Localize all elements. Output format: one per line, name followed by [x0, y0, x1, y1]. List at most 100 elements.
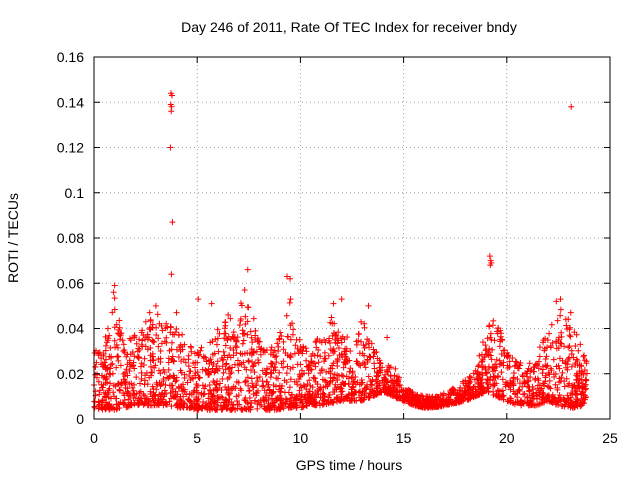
data-point	[145, 396, 152, 403]
data-point	[240, 330, 247, 337]
data-point	[325, 352, 332, 359]
data-point	[130, 390, 137, 397]
data-point	[330, 374, 337, 381]
data-point	[220, 356, 227, 363]
data-point	[310, 374, 317, 381]
data-point	[397, 394, 404, 401]
data-point	[546, 371, 553, 378]
data-point	[313, 338, 320, 345]
data-point	[330, 300, 337, 307]
data-point	[226, 374, 233, 381]
data-point	[557, 378, 564, 385]
data-point	[270, 351, 277, 358]
data-point	[321, 377, 328, 384]
data-point	[575, 379, 582, 386]
data-point	[280, 364, 287, 371]
x-tick-label: 5	[193, 430, 201, 446]
data-point	[335, 397, 342, 404]
data-point	[91, 404, 98, 411]
data-point	[408, 400, 415, 407]
data-point	[223, 335, 230, 342]
data-point	[286, 299, 293, 306]
data-point	[298, 391, 305, 398]
data-point	[151, 364, 158, 371]
data-point	[124, 351, 131, 358]
data-point	[382, 371, 389, 378]
data-point	[206, 360, 213, 367]
data-point	[290, 364, 297, 371]
data-point	[194, 359, 201, 366]
data-point	[488, 336, 495, 343]
data-point	[507, 397, 514, 404]
data-point	[442, 398, 449, 405]
data-point	[297, 361, 304, 368]
data-point	[199, 366, 206, 373]
data-point	[500, 347, 507, 354]
data-point	[108, 361, 115, 368]
data-point	[384, 334, 391, 341]
x-tick-label: 10	[293, 430, 309, 446]
data-point	[239, 327, 246, 334]
data-point	[141, 400, 148, 407]
data-point	[258, 345, 265, 352]
data-point	[253, 374, 260, 381]
data-point	[298, 367, 305, 374]
data-point	[252, 336, 259, 343]
data-point	[536, 353, 543, 360]
data-point	[221, 325, 228, 332]
data-point	[283, 273, 290, 280]
data-point	[303, 363, 310, 370]
data-point	[377, 367, 384, 374]
data-point	[352, 374, 359, 381]
data-point	[200, 355, 207, 362]
data-point	[309, 384, 316, 391]
data-point	[529, 383, 536, 390]
data-point	[240, 359, 247, 366]
data-point	[373, 372, 380, 379]
data-point	[133, 374, 140, 381]
data-point	[207, 339, 214, 346]
data-point	[267, 374, 274, 381]
data-point	[171, 331, 178, 338]
data-point	[348, 374, 355, 381]
data-point	[338, 396, 345, 403]
data-point	[176, 344, 183, 351]
data-point	[364, 336, 371, 343]
data-point	[287, 365, 294, 372]
data-point	[218, 393, 225, 400]
data-point	[331, 384, 338, 391]
data-point	[302, 392, 309, 399]
data-point	[365, 373, 372, 380]
data-point	[357, 362, 364, 369]
data-point	[119, 337, 126, 344]
data-point	[228, 369, 235, 376]
data-point	[491, 364, 498, 371]
data-point	[180, 381, 187, 388]
data-point	[167, 324, 174, 331]
data-point	[233, 344, 240, 351]
data-point	[550, 356, 557, 363]
data-point	[341, 336, 348, 343]
data-point	[541, 398, 548, 405]
data-point	[566, 332, 573, 339]
data-point	[555, 362, 562, 369]
data-point	[111, 295, 118, 302]
data-point	[289, 331, 296, 338]
data-point	[166, 382, 173, 389]
data-point	[235, 379, 242, 386]
data-point	[320, 400, 327, 407]
data-point	[576, 385, 583, 392]
data-point	[163, 399, 170, 406]
data-point	[487, 330, 494, 337]
data-point	[269, 404, 276, 411]
data-point	[348, 395, 355, 402]
data-point	[542, 378, 549, 385]
data-point	[174, 404, 181, 411]
data-point	[458, 392, 465, 399]
data-point	[214, 341, 221, 348]
data-point	[118, 379, 125, 386]
data-point	[565, 344, 572, 351]
data-point	[353, 358, 360, 365]
data-point	[225, 384, 232, 391]
